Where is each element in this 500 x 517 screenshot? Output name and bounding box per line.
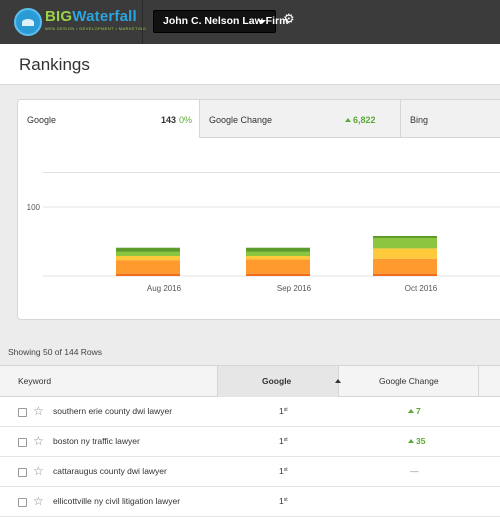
tab-label: Google bbox=[27, 115, 57, 125]
star-icon[interactable]: ☆ bbox=[33, 434, 44, 448]
tab-google-change[interactable]: Google Change 6,822 bbox=[199, 100, 400, 138]
keyword-text: cattaraugus county dwi lawyer bbox=[53, 466, 167, 476]
topbar-divider bbox=[142, 0, 143, 44]
y-tick-label: 100 bbox=[27, 203, 41, 212]
waterfall-logo-icon bbox=[14, 8, 42, 36]
bar-segment bbox=[116, 247, 180, 252]
x-tick-label: Sep 2016 bbox=[277, 284, 312, 293]
page-title: Rankings bbox=[19, 55, 90, 74]
rank-change: 7 bbox=[408, 406, 421, 416]
keywords-table: Keyword Google Google Change ☆ southern … bbox=[0, 365, 500, 517]
bar-segment bbox=[116, 251, 180, 256]
brand-logo[interactable]: BIGWaterfall WEB DESIGN • DEVELOPMENT • … bbox=[14, 7, 146, 37]
tab-change: 6,822 bbox=[345, 115, 376, 125]
google-rank: 1st bbox=[279, 436, 288, 446]
google-rank: 1st bbox=[279, 406, 288, 416]
row-checkbox[interactable] bbox=[18, 468, 27, 477]
google-rank: 1st bbox=[279, 496, 288, 506]
star-icon[interactable]: ☆ bbox=[33, 404, 44, 418]
tab-google[interactable]: Google 143 0% bbox=[18, 100, 199, 138]
bar-segment bbox=[373, 248, 437, 259]
bar-segment bbox=[246, 259, 310, 274]
column-google-change[interactable]: Google Change bbox=[379, 376, 439, 386]
bar-segment bbox=[246, 273, 310, 276]
keyword-text: boston ny traffic lawyer bbox=[53, 436, 140, 446]
rows-info: Showing 50 of 144 Rows bbox=[8, 347, 103, 357]
sorted-column-highlight bbox=[217, 366, 339, 397]
bar-segment bbox=[373, 258, 437, 274]
bar-segment bbox=[116, 255, 180, 261]
table-header: Keyword Google Google Change bbox=[0, 366, 500, 397]
chevron-down-icon bbox=[258, 20, 266, 24]
tab-label: Google Change bbox=[209, 115, 273, 125]
star-icon[interactable]: ☆ bbox=[33, 464, 44, 478]
arrow-up-icon bbox=[408, 439, 414, 443]
page-header: Rankings bbox=[0, 44, 500, 85]
bar-segment bbox=[373, 238, 437, 249]
keyword-text: southern erie county dwi lawyer bbox=[53, 406, 173, 416]
row-checkbox[interactable] bbox=[18, 438, 27, 447]
star-icon[interactable]: ☆ bbox=[33, 494, 44, 508]
arrow-up-icon bbox=[408, 409, 414, 413]
brand-name: BIGWaterfall bbox=[45, 8, 137, 25]
bar-segment bbox=[246, 255, 310, 260]
column-keyword[interactable]: Keyword bbox=[18, 376, 52, 386]
account-selector[interactable]: John C. Nelson Law Firm bbox=[153, 10, 288, 33]
tab-bing[interactable]: Bing bbox=[400, 100, 500, 138]
keyword-text: ellicottville ny civil litigation lawyer bbox=[53, 496, 181, 506]
table-row[interactable]: ☆ boston ny traffic lawyer 1st 35 bbox=[0, 427, 500, 457]
rankings-chart-card: Google 143 0% Google Change 6,822 Bing 1… bbox=[17, 99, 500, 320]
arrow-up-icon bbox=[345, 118, 351, 122]
brand-tagline: WEB DESIGN • DEVELOPMENT • MARKETING bbox=[45, 26, 147, 31]
tab-label: Bing bbox=[410, 115, 429, 125]
rank-change: — bbox=[410, 466, 419, 476]
row-checkbox[interactable] bbox=[18, 408, 27, 417]
top-bar: BIGWaterfall WEB DESIGN • DEVELOPMENT • … bbox=[0, 0, 500, 44]
google-rank: 1st bbox=[279, 466, 288, 476]
gear-icon[interactable]: ⚙ bbox=[283, 11, 295, 26]
bar-segment bbox=[246, 247, 310, 252]
table-row[interactable]: ☆ cattaraugus county dwi lawyer 1st — bbox=[0, 457, 500, 487]
rankings-bar-chart: 100 Aug 2016 Sep 2016 Oct 2016 bbox=[27, 172, 500, 293]
table-row[interactable]: ☆ ellicottville ny civil litigation lawy… bbox=[0, 487, 500, 517]
bar-segment bbox=[116, 260, 180, 274]
bar-segment bbox=[116, 273, 180, 276]
table-row[interactable]: ☆ southern erie county dwi lawyer 1st 7 bbox=[0, 397, 500, 427]
x-tick-label: Aug 2016 bbox=[147, 284, 182, 293]
bar-segment bbox=[373, 235, 437, 239]
column-divider bbox=[478, 366, 479, 397]
x-tick-label: Oct 2016 bbox=[405, 284, 438, 293]
tab-count: 143 bbox=[161, 115, 177, 125]
tab-change: 0% bbox=[179, 115, 193, 125]
sort-ascending-icon bbox=[335, 379, 341, 383]
bar-segment bbox=[246, 251, 310, 256]
bar-segment bbox=[373, 273, 437, 276]
account-name: John C. Nelson Law Firm bbox=[163, 15, 289, 27]
column-google[interactable]: Google bbox=[262, 376, 292, 386]
rank-change: 35 bbox=[408, 436, 425, 446]
engine-tabs: Google 143 0% Google Change 6,822 Bing bbox=[18, 100, 500, 138]
row-checkbox[interactable] bbox=[18, 498, 27, 507]
